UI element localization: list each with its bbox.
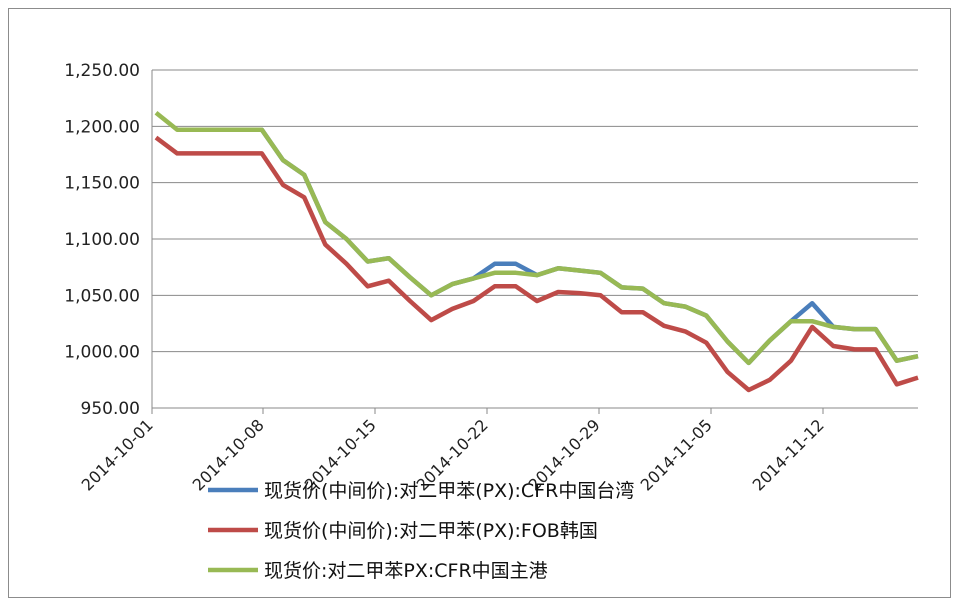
legend: 现货价(中间价):对二甲苯(PX):CFR中国台湾现货价(中间价):对二甲苯(P… <box>208 480 634 582</box>
x-tick-label: 2014-11-12 <box>749 415 828 494</box>
legend-label: 现货价:对二甲苯PX:CFR中国主港 <box>264 560 548 582</box>
x-tick-label: 2014-10-08 <box>189 415 268 494</box>
x-tick-label: 2014-11-05 <box>637 415 716 494</box>
line-chart: 1,250.00 1,200.00 1,150.00 1,100.00 1,050.00… <box>64 61 919 582</box>
y-axis-tick-labels: 1,250.00 1,200.00 1,150.00 1,100.00 1,050.00… <box>64 61 140 419</box>
chart-frame <box>8 8 951 598</box>
y-tick-label: 1,050.00 <box>64 286 140 306</box>
legend-label: 现货价(中间价):对二甲苯(PX):CFR中国台湾 <box>264 480 634 502</box>
axes <box>151 70 918 414</box>
series-line-3 <box>154 111 919 366</box>
y-tick-label: 1,000.00 <box>64 343 140 363</box>
y-tick-label: 950.00 <box>81 399 140 419</box>
y-tick-label: 1,150.00 <box>64 174 140 194</box>
legend-label: 现货价(中间价):对二甲苯(PX):FOB韩国 <box>264 520 598 542</box>
y-tick-label: 1,100.00 <box>64 230 140 250</box>
y-tick-label: 1,200.00 <box>64 117 140 137</box>
series-line-2 <box>154 135 919 393</box>
y-tick-label: 1,250.00 <box>64 61 140 81</box>
series-lines <box>154 111 919 393</box>
x-tick-label: 2014-10-01 <box>78 415 157 494</box>
